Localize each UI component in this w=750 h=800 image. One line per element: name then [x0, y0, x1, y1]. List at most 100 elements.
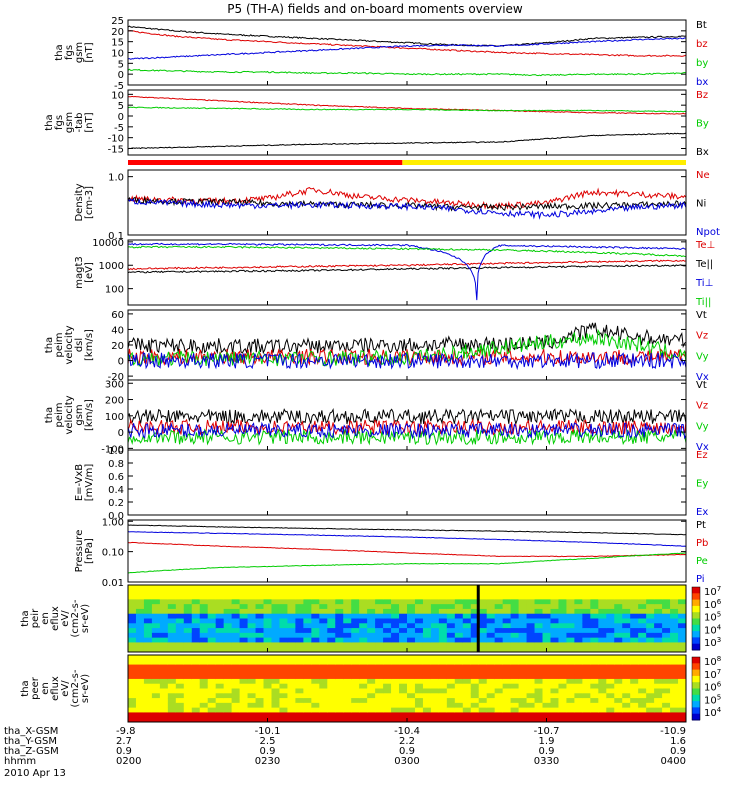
footer-row-label: tha_Y-GSM — [4, 736, 57, 747]
heatmap-cell — [399, 613, 408, 619]
heatmap-cell — [311, 594, 320, 600]
heatmap-cell — [550, 647, 559, 653]
heatmap-cell — [319, 594, 328, 600]
heatmap-cell — [534, 698, 544, 704]
heatmap-cell — [662, 585, 671, 591]
ylabel-line: tha — [44, 407, 55, 423]
heatmap-cell — [271, 632, 280, 639]
heatmap-cell — [670, 698, 679, 704]
heatmap-cell — [231, 637, 241, 643]
heatmap-cell — [279, 613, 288, 619]
heatmap-cell — [566, 589, 575, 596]
heatmap-cell — [558, 618, 567, 624]
heatmap-cell — [446, 712, 456, 718]
heatmap-cell — [518, 712, 528, 718]
heatmap-cell — [407, 712, 416, 718]
heatmap-cell — [319, 664, 328, 670]
ylabel-line: [nPa] — [84, 538, 95, 564]
heatmap-cell — [295, 683, 304, 689]
heatmap-cell — [359, 683, 368, 689]
heatmap-cell — [582, 618, 591, 624]
heatmap-cell — [295, 599, 304, 605]
heatmap-cell — [478, 637, 488, 643]
heatmap-cell — [151, 623, 161, 629]
heatmap-cell — [494, 613, 504, 619]
heatmap-cell — [518, 604, 528, 610]
heatmap-cell — [430, 585, 440, 591]
heatmap-cell — [414, 674, 424, 680]
heatmap-cell — [207, 683, 217, 689]
heatmap-cell — [558, 693, 567, 699]
heatmap-cell — [128, 623, 137, 629]
heatmap-cell — [303, 683, 312, 689]
heatmap-cell — [327, 647, 336, 653]
heatmap-cell — [590, 707, 599, 713]
heatmap-cell — [526, 659, 536, 666]
heatmap-cell — [383, 642, 392, 648]
heatmap-cell — [622, 707, 631, 713]
heatmap-cell — [598, 589, 607, 596]
heatmap-cell — [335, 632, 344, 639]
heatmap-cell — [558, 678, 567, 685]
heatmap-cell — [566, 604, 575, 610]
ylabel-line: [cm-3] — [84, 186, 95, 219]
heatmap-cell — [654, 702, 663, 709]
heatmap-cell — [375, 698, 384, 704]
heatmap-cell — [367, 585, 376, 591]
heatmap-cell — [622, 594, 631, 600]
heatmap-cell — [582, 712, 591, 718]
heatmap-cell — [414, 637, 424, 643]
heatmap-cell — [446, 585, 456, 591]
heatmap-cell — [582, 589, 591, 596]
heatmap-cell — [128, 674, 137, 680]
heatmap-cell — [470, 608, 480, 615]
heatmap-cell — [502, 659, 512, 666]
heatmap-cell — [486, 647, 496, 653]
heatmap-cell — [375, 632, 384, 639]
heatmap-cell — [367, 618, 376, 624]
heatmap-cell — [670, 604, 679, 610]
heatmap-cell — [151, 655, 161, 661]
heatmap-cell — [263, 683, 272, 689]
heatmap-cell — [319, 707, 328, 713]
heatmap-cell — [287, 613, 296, 619]
heatmap-cell — [558, 628, 567, 634]
heatmap-cell — [542, 594, 551, 600]
heatmap-cell — [502, 669, 512, 675]
heatmap-cell — [550, 623, 559, 629]
heatmap-cell — [151, 693, 161, 699]
heatmap-cell — [167, 604, 177, 610]
heatmap-cell — [510, 707, 520, 713]
heatmap-cell — [470, 637, 480, 643]
heatmap-cell — [566, 608, 575, 615]
heatmap-cell — [430, 632, 440, 639]
heatmap-cell — [319, 637, 328, 643]
heatmap-cell — [550, 618, 559, 624]
heatmap-cell — [271, 628, 280, 634]
heatmap-cell — [271, 688, 280, 694]
heatmap-cell — [351, 683, 360, 689]
heatmap-cell — [678, 712, 687, 718]
heatmap-cell — [135, 717, 145, 723]
heatmap-cell — [630, 664, 639, 670]
heatmap-cell — [630, 632, 639, 639]
heatmap-cell — [167, 647, 177, 653]
heatmap-cell — [518, 693, 528, 699]
heatmap-cell — [678, 674, 687, 680]
heatmap-cell — [430, 637, 440, 643]
heatmap-cell — [590, 669, 599, 675]
heatmap-cell — [446, 698, 456, 704]
heatmap-cell — [654, 594, 663, 600]
heatmap-cell — [183, 707, 193, 713]
colorbar-tick-label: 108 — [704, 655, 721, 668]
heatmap-cell — [670, 655, 679, 661]
heatmap-cell — [391, 608, 400, 615]
heatmap-cell — [375, 688, 384, 694]
heatmap-cell — [654, 599, 663, 605]
heatmap-cell — [128, 712, 137, 718]
heatmap-cell — [558, 642, 567, 648]
heatmap-cell — [167, 717, 177, 723]
heatmap-cell — [399, 717, 408, 723]
heatmap-cell — [486, 608, 496, 615]
heatmap-cell — [135, 585, 145, 591]
